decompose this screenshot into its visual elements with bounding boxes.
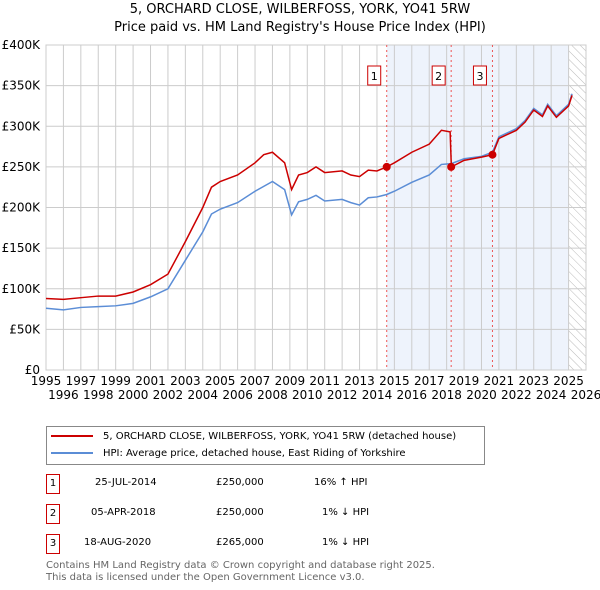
- sale-label: 2: [435, 70, 442, 83]
- x-tick-label: 2011: [309, 374, 340, 388]
- x-tick-label: 2016: [397, 388, 428, 402]
- sale-label: 1: [371, 70, 378, 83]
- y-tick-label: £350K: [2, 79, 42, 93]
- sale-row: 2 05-APR-2018 £250,000 1% ↓ HPI: [46, 504, 446, 524]
- x-tick-label: 2014: [362, 388, 393, 402]
- x-tick-label: 1995: [31, 374, 62, 388]
- sale-hpi-diff: 16% ↑ HPI: [314, 477, 368, 488]
- y-tick-label: £250K: [2, 160, 42, 174]
- sale-price: £250,000: [216, 507, 264, 518]
- sale-label-box: [472, 65, 487, 86]
- footer: Contains HM Land Registry data © Crown c…: [46, 560, 435, 584]
- x-tick-label: 2017: [414, 374, 445, 388]
- x-tick-label: 2026: [571, 388, 600, 402]
- x-tick-label: 2013: [344, 374, 375, 388]
- x-tick-label: 2005: [205, 374, 236, 388]
- x-tick-label: 2010: [292, 388, 323, 402]
- sale-date: 18-AUG-2020: [84, 537, 152, 548]
- x-tick-label: 2001: [135, 374, 166, 388]
- x-tick-label: 2018: [431, 388, 462, 402]
- sale-number: 3: [46, 534, 60, 554]
- x-tick-label: 2023: [518, 374, 549, 388]
- hpi-line: [45, 93, 573, 311]
- y-tick-label: £100K: [2, 282, 42, 296]
- x-tick-label: 1996: [48, 388, 79, 402]
- sale-price: £265,000: [216, 537, 264, 548]
- x-tick-label: 2012: [327, 388, 358, 402]
- sale-number: 2: [46, 504, 60, 524]
- x-tick-label: 2007: [240, 374, 271, 388]
- x-tick-label: 2024: [536, 388, 567, 402]
- x-tick-label: 2021: [484, 374, 515, 388]
- y-tick-label: £150K: [2, 241, 42, 255]
- sale-point: [447, 162, 456, 171]
- x-tick-label: 2019: [449, 374, 480, 388]
- x-tick-label: 2002: [153, 388, 184, 402]
- sale-hpi-diff: 1% ↓ HPI: [322, 507, 370, 518]
- sale-price: £250,000: [216, 477, 264, 488]
- x-tick-label: 2025: [553, 374, 584, 388]
- x-tick-label: 2009: [275, 374, 306, 388]
- sale-label: 3: [476, 70, 483, 83]
- x-tick-label: 2000: [118, 388, 149, 402]
- chart-title: 5, ORCHARD CLOSE, WILBERFOSS, YORK, YO41…: [129, 2, 471, 17]
- x-tick-label: 2022: [501, 388, 532, 402]
- y-tick-label: £0: [25, 363, 40, 377]
- sale-label-box: [431, 65, 446, 86]
- y-tick-label: £400K: [2, 38, 42, 52]
- legend: 5, ORCHARD CLOSE, WILBERFOSS, YORK, YO41…: [46, 426, 485, 465]
- y-tick-label: £300K: [2, 119, 42, 133]
- footer-line-2: This data is licensed under the Open Gov…: [46, 572, 365, 583]
- sale-date: 25-JUL-2014: [95, 477, 157, 488]
- sale-label-box: [367, 65, 382, 86]
- sale-row: 1 25-JUL-2014 £250,000 16% ↑ HPI: [46, 474, 446, 494]
- y-tick-label: £50K: [9, 322, 41, 336]
- chart-subtitle: Price paid vs. HM Land Registry's House …: [114, 20, 486, 35]
- footer-line-1: Contains HM Land Registry data © Crown c…: [46, 560, 435, 571]
- x-tick-label: 2015: [379, 374, 410, 388]
- x-tick-label: 1999: [100, 374, 131, 388]
- legend-label-hpi: HPI: Average price, detached house, East…: [103, 447, 406, 459]
- legend-red-line: [51, 435, 93, 437]
- x-tick-label: 2008: [257, 388, 288, 402]
- property-price-line: [45, 95, 573, 301]
- legend-label-property: 5, ORCHARD CLOSE, WILBERFOSS, YORK, YO41…: [103, 430, 457, 442]
- x-tick-label: 2006: [222, 388, 253, 402]
- x-tick-label: 1998: [83, 388, 114, 402]
- legend-blue-line: [51, 452, 93, 454]
- plot-area: 1995199619971998199920002001200220032004…: [2, 38, 600, 402]
- plot-border: [45, 44, 587, 371]
- x-tick-label: 2020: [466, 388, 497, 402]
- sale-row: 3 18-AUG-2020 £265,000 1% ↓ HPI: [46, 534, 446, 554]
- x-tick-label: 2004: [188, 388, 219, 402]
- x-tick-label: 1997: [66, 374, 97, 388]
- y-tick-label: £200K: [2, 201, 42, 215]
- sale-hpi-diff: 1% ↓ HPI: [322, 537, 370, 548]
- sale-date: 05-APR-2018: [91, 507, 156, 518]
- sale-number: 1: [46, 474, 60, 494]
- sale-point: [382, 162, 391, 171]
- sale-point: [488, 150, 497, 159]
- x-tick-label: 2003: [170, 374, 201, 388]
